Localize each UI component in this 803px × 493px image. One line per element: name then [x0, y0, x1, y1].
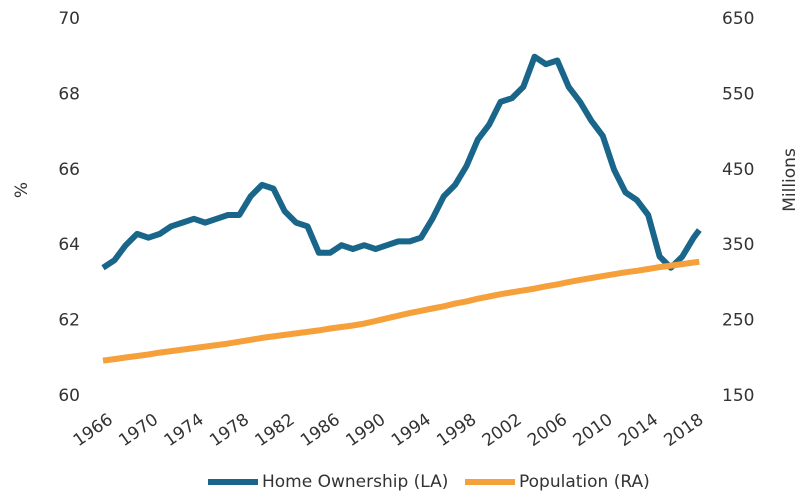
- y2-tick-label: 450: [722, 160, 754, 180]
- series-line: [102, 258, 700, 364]
- y-tick-label: 64: [58, 235, 80, 255]
- x-tick-label: 1978: [206, 410, 253, 451]
- x-tick-label: 2018: [660, 410, 707, 451]
- y2-tick-label: 150: [722, 386, 754, 406]
- x-tick-label: 2014: [615, 410, 662, 451]
- x-tick-label: 1998: [433, 410, 480, 451]
- x-tick-label: 1982: [252, 410, 299, 451]
- x-tick-label: 1994: [388, 410, 435, 451]
- x-tick-label: 1986: [297, 410, 344, 451]
- x-tick-label: 1966: [70, 410, 117, 451]
- x-tick-label: 2006: [524, 410, 571, 451]
- legend-label: Population (RA): [519, 472, 650, 492]
- y2-tick-label: 350: [722, 235, 754, 255]
- legend-label: Home Ownership (LA): [262, 472, 448, 492]
- y-tick-label: 70: [58, 9, 80, 29]
- series-line: [101, 53, 702, 271]
- x-tick-label: 2002: [479, 410, 526, 451]
- x-tick-label: 1970: [115, 410, 162, 451]
- x-tick-label: 1974: [161, 410, 208, 451]
- y2-tick-label: 550: [722, 84, 754, 104]
- y-axis-label: %: [12, 182, 32, 198]
- x-tick-label: 2010: [570, 410, 617, 451]
- x-tick-label: 1990: [342, 410, 389, 451]
- y-tick-label: 60: [58, 386, 80, 406]
- y2-tick-label: 650: [722, 9, 754, 29]
- y2-axis-label: Millions: [780, 148, 800, 212]
- y-tick-label: 66: [58, 160, 80, 180]
- y2-tick-label: 250: [722, 311, 754, 331]
- y-tick-label: 68: [58, 84, 80, 104]
- y-tick-label: 62: [58, 311, 80, 331]
